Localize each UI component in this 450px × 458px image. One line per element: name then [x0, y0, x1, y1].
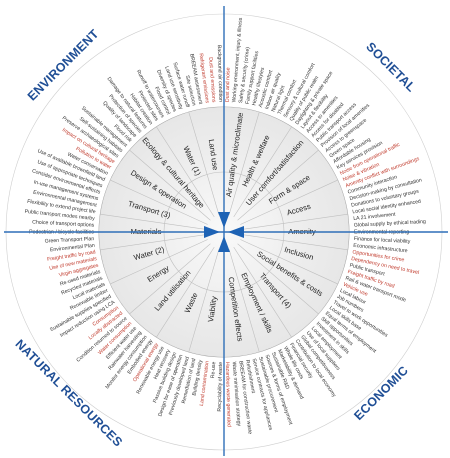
category-spoke [237, 243, 319, 315]
detail-label: Recyclability of waste [217, 362, 224, 412]
category-spoke [156, 246, 215, 338]
category-spoke [188, 111, 220, 215]
category-spoke [228, 111, 260, 215]
detail-label: Global supply by ethical trading [354, 219, 426, 229]
detail-label: Dust and noise [225, 67, 232, 102]
quadrant-label-economic: ECONOMIC [351, 363, 411, 423]
category-spoke [233, 126, 292, 218]
detail-label: Background air condition [216, 45, 223, 102]
category-spoke [110, 179, 208, 225]
detail-label: Land contamination [199, 360, 211, 406]
detail-label: LA 21 involvement [353, 212, 396, 222]
category-spoke [237, 149, 319, 221]
detail-label: Waste minimisation strategy [231, 361, 242, 426]
detail-label: Choice of transport options [32, 219, 95, 228]
detail-label: Finance for local viability [354, 236, 411, 245]
category-spoke [233, 246, 292, 338]
quadrant-label-environment: ENVIRONMENT [25, 27, 102, 104]
category-spoke [110, 239, 208, 285]
category-spoke [240, 239, 338, 285]
category-spoke [241, 234, 348, 251]
detail-label: Green Transport Plan [44, 236, 94, 245]
category-spoke [129, 149, 211, 221]
category-spoke [228, 249, 260, 353]
detail-label: Hazardous waste generated [224, 362, 232, 427]
category-spoke [129, 243, 211, 315]
category-spoke [156, 126, 215, 218]
detail-label: Dust and emissions [207, 57, 217, 103]
detail-label: Economic infrastructure [353, 243, 408, 255]
category-spoke [240, 179, 338, 225]
category-label: Viability [206, 295, 219, 322]
detail-label: Environmental Plan [50, 243, 95, 254]
category-label: Land use [207, 139, 220, 171]
detail-label: Re-use [210, 361, 217, 378]
arrow-from-right [228, 226, 244, 238]
arrow-from-bottom [218, 236, 230, 252]
center-arrows [204, 212, 244, 252]
category-spoke [100, 234, 207, 251]
arrow-from-top [218, 212, 230, 228]
quadrant-label-societal: SOCIETAL [363, 40, 418, 95]
category-spoke [241, 213, 348, 230]
category-spoke [188, 249, 220, 353]
category-spoke [100, 213, 207, 230]
arrow-from-left [204, 226, 220, 238]
